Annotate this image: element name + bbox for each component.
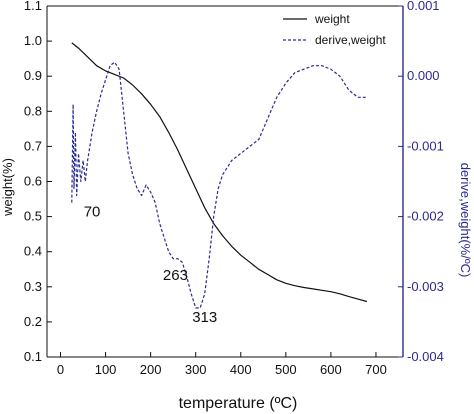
legend-derivative-label: derive,weight [315,33,386,47]
x-tick-label: 700 [365,362,387,377]
y-tick-label: 0.5 [24,209,42,224]
y2-tick-label: -0.002 [407,209,444,224]
y-tick-label: 0.9 [24,68,42,83]
x-tick-label: 300 [185,362,207,377]
y-tick-label: 0.2 [24,314,42,329]
y-tick-label: 0.4 [24,244,42,259]
y-axis-title: weight(%) [0,158,15,217]
y-tick-label: 0.1 [24,349,42,364]
x-tick-label: 500 [275,362,297,377]
y2-tick-label: 0.000 [407,68,440,83]
y-tick-label: 1.1 [24,0,42,13]
axes-layer [46,5,404,358]
derivative-series-line [71,61,367,309]
peak-annotation: 263 [163,267,188,284]
y-tick-label: 0.7 [24,138,42,153]
annotations: 70 263 313 [84,204,218,326]
y2-tick-label: -0.001 [407,138,444,153]
x-tick-label: 200 [140,362,162,377]
x-tick-label: 400 [230,362,252,377]
x-tick-label: 600 [320,362,342,377]
y2-axis-title: derive,weight(%/ºC) [458,163,473,278]
y-tick-label: 0.8 [24,103,42,118]
series-layer [71,42,368,309]
y2-tick-label: 0.001 [407,0,440,13]
x-tick-label: 0 [57,362,64,377]
y2-tick-label: -0.004 [407,349,444,364]
y-tick-label: 0.6 [24,174,42,189]
weight-series-line [71,42,368,303]
peak-annotation: 313 [192,309,217,326]
legend: weight derive,weight [283,12,386,47]
y-tick-label: 0.3 [24,279,42,294]
x-axis-title: temperature (ºC) [179,395,298,412]
legend-weight-label: weight [314,12,350,26]
ticks-layer: 0.1 0.2 0.3 0.4 0.5 0.6 0.7 0.8 0.9 1.0 1.1 0 100 200… [24,0,444,377]
y-tick-label: 1.0 [24,33,42,48]
peak-annotation: 70 [84,204,101,221]
y2-tick-label: -0.003 [407,279,444,294]
x-tick-label: 100 [95,362,117,377]
